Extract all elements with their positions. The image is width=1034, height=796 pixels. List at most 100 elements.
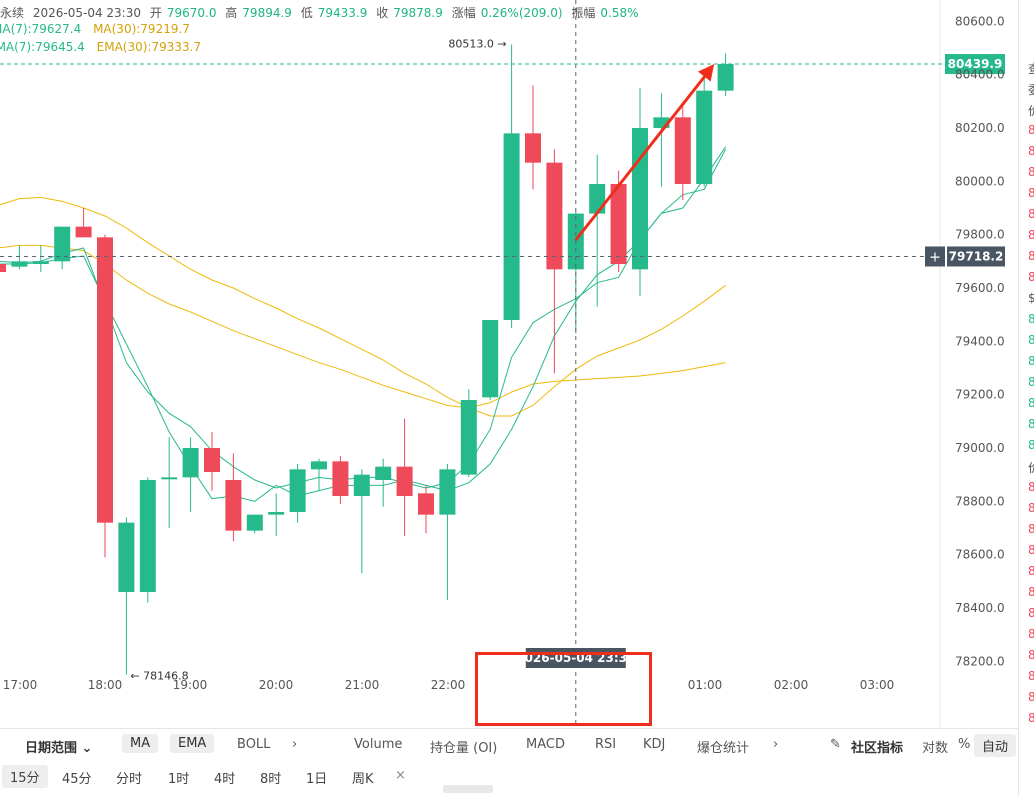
timeframe-1w[interactable]: 周K — [352, 772, 374, 787]
annotation-arrowhead — [698, 64, 715, 82]
oi-toggle[interactable]: 持仓量 (OI) — [430, 741, 498, 756]
macd-toggle[interactable]: MACD — [526, 737, 565, 752]
candle-body — [75, 226, 92, 238]
candle-body — [311, 461, 327, 470]
orderbook-cell: 8 — [1028, 333, 1034, 347]
annotation-arrow-shaft — [574, 71, 710, 241]
timeframe-1d[interactable]: 1日 — [306, 772, 328, 787]
orderbook-cell: 8 — [1028, 606, 1034, 620]
resize-handle[interactable] — [443, 785, 493, 793]
candle-body — [674, 117, 691, 184]
ema30-legend: EMA(30):79333.7 — [96, 40, 202, 54]
volume-toggle[interactable]: Volume — [354, 737, 403, 752]
timeframe-45m[interactable]: 45分 — [62, 772, 92, 787]
time-tick-label: 01:00 — [688, 678, 723, 692]
ema-toggle[interactable]: EMA — [170, 734, 215, 753]
candle-body — [182, 448, 199, 478]
orderbook-cell: 8 — [1028, 123, 1034, 137]
orderbook-cell: 8 — [1028, 165, 1034, 179]
orderbook-cell: 8 — [1028, 690, 1034, 704]
orderbook-cell: 8 — [1028, 480, 1034, 494]
orderbook-cell: 8 — [1028, 186, 1034, 200]
orderbook-cell: $ — [1028, 291, 1034, 305]
timeframe-line[interactable]: 分时 — [116, 772, 143, 787]
close-value: 79878.9 — [393, 6, 443, 20]
candle-body — [525, 133, 541, 163]
candle-body — [482, 320, 499, 398]
price-tick-label: 80200.0 — [955, 121, 1005, 135]
orderbook-cell: 8 — [1028, 501, 1034, 515]
orderbook-cell: 8 — [1028, 354, 1034, 368]
add-alert-button[interactable] — [925, 246, 945, 267]
price-tick-label: 78600.0 — [955, 548, 1005, 562]
orderbook-cell: 8 — [1028, 669, 1034, 683]
low-label: 低 — [300, 6, 313, 20]
ma30-legend: MA(30):79219.7 — [93, 22, 190, 36]
orderbook-strip: 查委价 8 8 8 8 8 8 8 8 $8 8 8 8 8 8 8 价 8 8 8 8 8 8 8 8 8 8 8 8 — [1018, 0, 1034, 796]
price-tick-label: 78400.0 — [955, 601, 1005, 615]
percent-scale-toggle[interactable]: % — [958, 737, 971, 752]
ema30-line — [0, 244, 726, 409]
low-value: 79433.9 — [317, 6, 368, 20]
price-tick-label: 80400.0 — [955, 68, 1005, 82]
liquidation-stats-toggle[interactable]: 爆仓统计 — [697, 741, 750, 756]
orderbook-cell: 8 — [1028, 522, 1034, 536]
orderbook-cell: 查 — [1028, 60, 1034, 77]
time-tick-label: 02:00 — [774, 678, 809, 692]
candle-body — [546, 162, 563, 270]
rsi-toggle[interactable]: RSI — [595, 737, 617, 752]
date-range-dropdown[interactable]: 日期范围 ⌄ — [25, 741, 93, 756]
ma30-line — [0, 196, 726, 417]
candle-body — [139, 480, 156, 592]
open-label: 开 — [149, 6, 162, 20]
candlestick-chart[interactable]: +79718.2 2026-05-04 23:30 80439.9 80513.0 →… — [0, 0, 1018, 728]
orderbook-cell: 委 — [1028, 81, 1034, 98]
auto-scale-toggle[interactable]: 自动 — [974, 734, 1017, 757]
orderbook-cell: 8 — [1028, 564, 1034, 578]
time-tick-label: 21:00 — [345, 678, 380, 692]
ema-legend-row: EMA(7):79645.4 EMA(30):79333.7 — [0, 40, 209, 54]
timeframe-1h[interactable]: 1时 — [168, 772, 190, 787]
community-indicators-button[interactable]: 社区指标 — [851, 741, 904, 756]
crosshair-price-badge — [947, 246, 1005, 267]
timeframe-8h[interactable]: 8时 — [260, 772, 282, 787]
edit-icon[interactable]: ✎ — [830, 737, 841, 752]
orderbook-cell: 8 — [1028, 711, 1034, 725]
candle-body — [696, 90, 713, 184]
orderbook-cell: 8 — [1028, 396, 1034, 410]
candle-body — [653, 117, 670, 128]
price-tick-label: 79000.0 — [955, 441, 1005, 455]
chevron-right-icon[interactable]: › — [292, 737, 298, 752]
price-tick-label: 78800.0 — [955, 494, 1005, 508]
kdj-toggle[interactable]: KDJ — [643, 737, 666, 752]
orderbook-cell: 8 — [1028, 375, 1034, 389]
candle-body — [717, 64, 734, 91]
ema7-legend: EMA(7):79645.4 — [0, 40, 85, 54]
candle-body — [460, 400, 477, 475]
plus-icon: + — [929, 249, 941, 265]
candle-body — [439, 469, 456, 515]
ma7-legend: MA(7):79627.4 — [0, 22, 82, 36]
candle-body — [225, 480, 242, 531]
close-icon[interactable]: × — [395, 768, 406, 783]
candle-body — [610, 184, 627, 264]
orderbook-cell: 8 — [1028, 270, 1034, 284]
orderbook-cell: 8 — [1028, 627, 1034, 641]
ma-toggle[interactable]: MA — [122, 734, 159, 753]
last-price-label: 80439.9 — [948, 57, 1003, 71]
highlight-box — [475, 652, 652, 726]
orderbook-cell: 8 — [1028, 207, 1034, 221]
timeframe-15m[interactable]: 15分 — [2, 765, 48, 788]
orderbook-cell: 8 — [1028, 438, 1034, 452]
candle-body — [289, 469, 306, 512]
orderbook-cell: 价 — [1028, 102, 1034, 119]
boll-toggle[interactable]: BOLL — [237, 737, 271, 752]
price-tick-label: 79800.0 — [955, 228, 1005, 242]
timeframe-4h[interactable]: 4时 — [214, 772, 236, 787]
chevron-right-icon[interactable]: › — [773, 737, 779, 752]
candle-body — [54, 226, 71, 262]
candle-body — [396, 466, 413, 496]
orderbook-cell: 8 — [1028, 228, 1034, 242]
log-scale-toggle[interactable]: 对数 — [922, 741, 949, 756]
